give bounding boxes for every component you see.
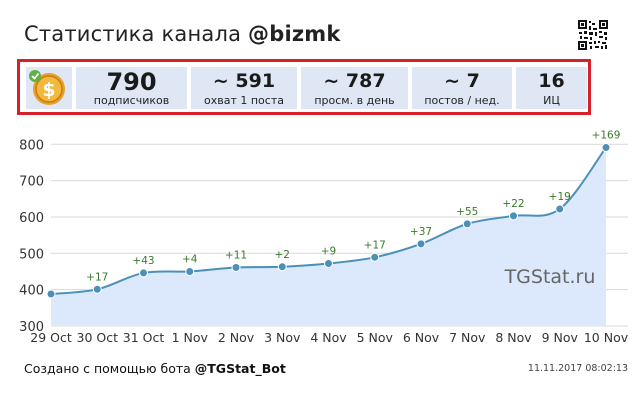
- x-tick-label: 3 Nov: [264, 330, 301, 345]
- series-line: [50, 146, 607, 296]
- delta-label: +19: [549, 191, 571, 203]
- channel-name: @bizmk: [248, 22, 341, 46]
- data-point: [185, 266, 195, 276]
- delta-label: +17: [364, 239, 386, 251]
- stat-value: ~ 7: [444, 70, 480, 92]
- chart-area-fill: [51, 147, 606, 326]
- stat-value: ~ 591: [212, 70, 276, 92]
- delta-label: +55: [456, 206, 478, 218]
- x-tick-label: 2 Nov: [218, 330, 255, 345]
- stat-label: просм. в день: [314, 94, 395, 107]
- data-point: [139, 268, 148, 278]
- y-tick-label: 500: [19, 247, 44, 262]
- qr-code-icon: [578, 20, 608, 50]
- delta-label: +4: [182, 253, 198, 265]
- x-tick-label: 4 Nov: [310, 330, 347, 345]
- stat-value: 16: [538, 70, 565, 92]
- stat-value: ~ 787: [323, 70, 386, 92]
- title-prefix: Статистика канала: [24, 22, 249, 46]
- delta-label: +9: [321, 245, 336, 257]
- delta-label: +17: [86, 271, 108, 283]
- stat-label: подписчиков: [93, 94, 170, 107]
- x-tick-label: 10 Nov: [584, 330, 629, 345]
- data-point: [509, 211, 518, 221]
- y-tick-label: 400: [19, 284, 44, 299]
- data-point: [370, 252, 380, 262]
- y-tick-label: 700: [19, 175, 44, 190]
- stat-value: 790: [106, 68, 157, 96]
- stat-citation-index: 16 ИЦ: [516, 67, 587, 109]
- stat-label: постов / нед.: [424, 94, 500, 107]
- data-point: [46, 289, 56, 299]
- x-tick-label: 9 Nov: [542, 330, 579, 345]
- chart-watermark: TGStat.ru: [504, 266, 596, 288]
- delta-label: +22: [502, 198, 524, 210]
- data-point: [555, 204, 565, 214]
- x-tick-label: 8 Nov: [495, 330, 532, 345]
- data-point: [231, 262, 241, 272]
- delta-label: +2: [275, 249, 290, 261]
- x-tick-label: 1 Nov: [172, 330, 209, 345]
- x-tick-label: 7 Nov: [449, 330, 486, 345]
- stats-panel: $ 790 подписчиков ~ 591 охват 1 поста ~ …: [17, 59, 591, 115]
- delta-label: +11: [225, 249, 247, 261]
- y-tick-label: 600: [19, 211, 44, 226]
- stat-daily-views: ~ 787 просм. в день: [301, 67, 408, 109]
- svg-text:$: $: [42, 79, 55, 101]
- timestamp: 11.11.2017 08:02:13: [527, 363, 628, 374]
- x-tick-label: 5 Nov: [357, 330, 394, 345]
- x-tick-label: 29 Oct: [30, 330, 72, 345]
- bot-link[interactable]: @TGStat_Bot: [194, 361, 286, 376]
- coin-dollar-icon: $: [29, 70, 65, 105]
- delta-label: +37: [410, 226, 432, 238]
- stat-subscribers: 790 подписчиков: [76, 67, 187, 109]
- data-point: [324, 258, 333, 268]
- channel-logo: $: [26, 67, 72, 109]
- data-point: [601, 143, 611, 153]
- footer-credit: Создано с помощью бота @TGStat_Bot: [24, 361, 286, 376]
- stat-reach: ~ 591 охват 1 поста: [191, 67, 297, 109]
- x-tick-label: 31 Oct: [123, 330, 165, 345]
- stat-label: охват 1 поста: [204, 94, 284, 107]
- stat-label: ИЦ: [543, 94, 560, 107]
- footer-text: Создано с помощью бота: [24, 361, 195, 376]
- data-point: [277, 262, 287, 272]
- x-tick-label: 30 Oct: [77, 330, 119, 345]
- data-point: [462, 219, 472, 229]
- check-badge-icon: [29, 70, 41, 82]
- page-title: Статистика канала @bizmk: [24, 22, 341, 46]
- y-tick-label: 300: [19, 320, 44, 335]
- delta-label: +169: [592, 130, 621, 142]
- y-tick-label: 800: [19, 138, 44, 153]
- data-point: [92, 284, 102, 294]
- data-point: [416, 239, 426, 249]
- delta-label: +43: [132, 255, 154, 267]
- stat-posts-per-week: ~ 7 постов / нед.: [412, 67, 512, 109]
- x-tick-label: 6 Nov: [403, 330, 440, 345]
